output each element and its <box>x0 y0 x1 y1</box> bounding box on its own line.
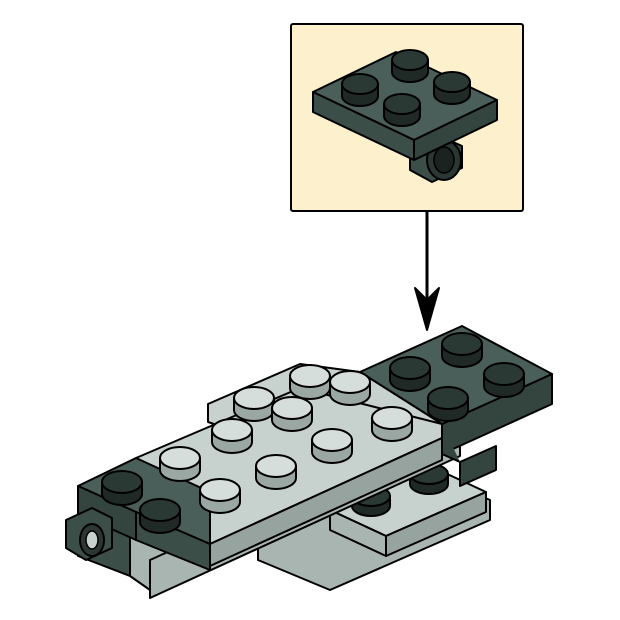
light-studs <box>159 364 413 514</box>
light-stud <box>218 434 258 457</box>
dark-stud <box>101 470 143 506</box>
chassis-assembly <box>65 325 553 599</box>
part-callout <box>290 23 524 212</box>
left-plate-studs <box>101 470 181 534</box>
light-stud <box>311 428 353 464</box>
callout-stud <box>433 71 471 105</box>
light-stud <box>255 454 297 490</box>
light-stud <box>371 406 413 442</box>
light-stud <box>271 396 313 432</box>
light-stud <box>199 478 241 514</box>
callout-plate-2x2-pinhole <box>312 49 498 183</box>
light-stud <box>159 446 201 482</box>
light-stud <box>211 418 253 454</box>
left-dark-plate <box>65 457 211 571</box>
dark-stud <box>139 498 181 534</box>
left-pin-hole <box>65 507 113 561</box>
callout-stud <box>391 49 429 83</box>
callout-stud <box>383 93 421 127</box>
placed-dark-plate <box>359 325 553 487</box>
light-stud <box>233 386 275 422</box>
placed-stud <box>483 362 525 398</box>
right-side-plate <box>329 463 487 557</box>
step-arrow <box>414 211 440 331</box>
callout-stud <box>341 73 379 107</box>
placed-stud <box>441 332 483 368</box>
light-stud <box>329 370 371 406</box>
placed-stud <box>389 356 431 392</box>
placed-plate-studs <box>389 332 525 422</box>
placed-stud <box>427 386 469 422</box>
light-stud <box>289 364 331 400</box>
callout-studs <box>341 49 471 127</box>
